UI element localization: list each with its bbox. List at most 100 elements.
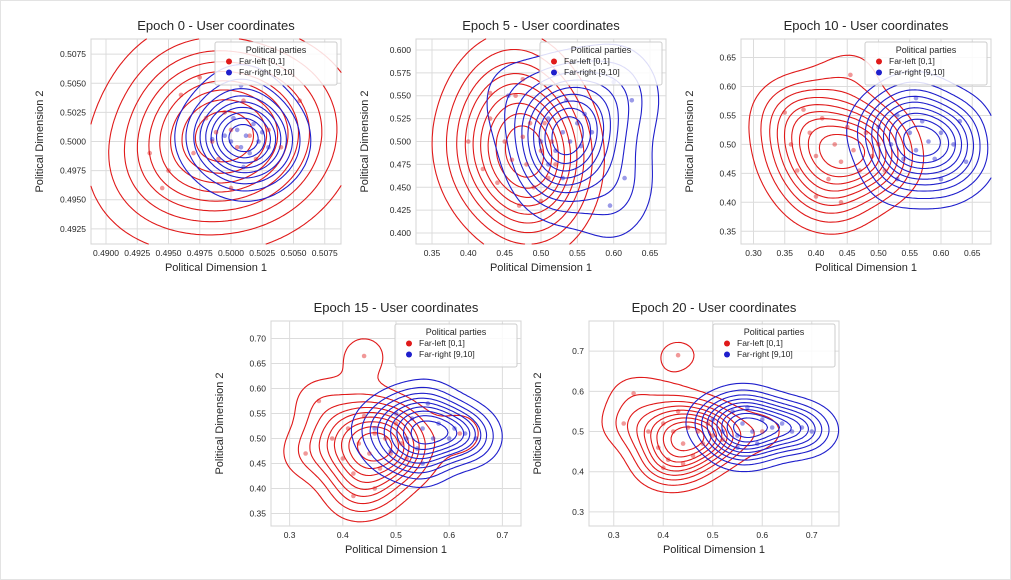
subplot-epoch-5: Epoch 5 - User coordinates Political Dime…	[354, 13, 684, 283]
plot-title: Epoch 10 - User coordinates	[784, 18, 949, 33]
plot-title: Epoch 20 - User coordinates	[632, 300, 797, 315]
svg-text:0.50: 0.50	[533, 248, 550, 258]
scatter-far-right	[506, 79, 635, 208]
legend-title: Political parties	[426, 327, 487, 337]
svg-text:0.7: 0.7	[806, 530, 818, 540]
legend-title: Political parties	[246, 45, 307, 55]
svg-text:0.40: 0.40	[719, 197, 736, 207]
legend-label-far-left: Far-left [0,1]	[737, 338, 783, 348]
tick-labels: 0.4900 0.4925 0.4950 0.4975 0.5000 0.5025 0.50…	[60, 49, 338, 258]
legend-label-far-left: Far-left [0,1]	[419, 338, 465, 348]
legend-marker-far-right	[406, 351, 412, 358]
svg-text:0.60: 0.60	[249, 384, 266, 394]
svg-text:0.6: 0.6	[443, 530, 455, 540]
kde-contours-far-left	[283, 338, 479, 523]
x-axis-label: Political Dimension 1	[815, 262, 917, 274]
legend-label-far-right: Far-right [9,10]	[239, 67, 295, 77]
y-axis-label: Political Dimension 2	[214, 372, 226, 474]
svg-text:0.45: 0.45	[839, 248, 856, 258]
subplot-epoch-10: Epoch 10 - User coordinates Political Dim…	[679, 13, 1009, 283]
svg-text:0.450: 0.450	[390, 182, 412, 192]
y-axis-label: Political Dimension 2	[532, 372, 544, 474]
svg-text:0.475: 0.475	[390, 159, 412, 169]
legend-marker-far-left	[226, 58, 232, 65]
svg-text:0.5075: 0.5075	[60, 49, 86, 59]
svg-text:0.55: 0.55	[249, 409, 266, 419]
legend-label-far-right: Far-right [9,10]	[564, 67, 620, 77]
kde-contours-far-left	[748, 54, 925, 235]
svg-text:0.55: 0.55	[719, 110, 736, 120]
svg-text:0.4: 0.4	[657, 530, 669, 540]
svg-text:0.3: 0.3	[284, 530, 296, 540]
svg-text:0.525: 0.525	[390, 114, 412, 124]
svg-text:0.3: 0.3	[572, 507, 584, 517]
x-axis-label: Political Dimension 1	[663, 544, 765, 556]
tick-labels: 0.3 0.4 0.5 0.6 0.7 0.3 0.4 0.5 0.6 0.7	[572, 346, 818, 540]
x-axis-label: Political Dimension 1	[490, 262, 592, 274]
scatter-far-left	[466, 77, 558, 208]
legend-label-far-left: Far-left [0,1]	[889, 56, 935, 66]
x-axis-label: Political Dimension 1	[345, 544, 447, 556]
legend-label-far-right: Far-right [9,10]	[737, 349, 793, 359]
scatter-far-right	[372, 401, 479, 466]
svg-text:0.5000: 0.5000	[60, 137, 86, 147]
svg-text:0.550: 0.550	[390, 91, 412, 101]
svg-text:0.4975: 0.4975	[187, 248, 213, 258]
legend-label-far-left: Far-left [0,1]	[239, 56, 285, 66]
svg-text:0.40: 0.40	[460, 248, 477, 258]
plot-title: Epoch 5 - User coordinates	[462, 18, 620, 33]
legend-marker-far-left	[876, 58, 882, 65]
plot-title: Epoch 15 - User coordinates	[314, 300, 479, 315]
svg-text:0.45: 0.45	[719, 168, 736, 178]
plot-title: Epoch 0 - User coordinates	[137, 18, 295, 33]
legend-title: Political parties	[571, 45, 632, 55]
svg-text:0.65: 0.65	[249, 359, 266, 369]
subplot-epoch-20: Epoch 20 - User coordinates Political Dim…	[527, 295, 857, 565]
legend-title: Political parties	[744, 327, 805, 337]
epoch-20-plot-canvas: Epoch 20 - User coordinates Political Dim…	[532, 300, 840, 556]
svg-text:0.5050: 0.5050	[60, 78, 86, 88]
tick-labels: 0.30 0.35 0.40 0.45 0.50 0.55 0.60 0.65 0.35 0.40…	[719, 53, 980, 258]
kde-contours-far-right	[350, 378, 503, 488]
svg-text:0.50: 0.50	[719, 139, 736, 149]
svg-text:0.60: 0.60	[719, 81, 736, 91]
legend-label-far-right: Far-right [9,10]	[889, 67, 945, 77]
svg-text:0.5: 0.5	[572, 427, 584, 437]
legend-title: Political parties	[896, 45, 957, 55]
tick-labels: 0.35 0.40 0.45 0.50 0.55 0.60 0.65 0.400 0.425 0.…	[390, 45, 659, 258]
scatter-far-left	[782, 72, 888, 205]
svg-text:0.60: 0.60	[933, 248, 950, 258]
legend-marker-far-left	[551, 58, 557, 65]
legend-marker-far-left	[724, 340, 730, 347]
legend-label-far-right: Far-right [9,10]	[419, 349, 475, 359]
svg-text:0.5025: 0.5025	[60, 107, 86, 117]
subplot-epoch-15: Epoch 15 - User coordinates Political Dim…	[209, 295, 539, 565]
svg-text:0.6: 0.6	[572, 386, 584, 396]
epoch-10-plot-canvas: Epoch 10 - User coordinates Political Dim…	[684, 18, 992, 274]
svg-text:0.45: 0.45	[249, 459, 266, 469]
scatter-far-left	[147, 75, 303, 191]
legend-marker-far-right	[876, 69, 882, 76]
svg-text:0.30: 0.30	[745, 248, 762, 258]
svg-text:0.70: 0.70	[249, 334, 266, 344]
svg-text:0.35: 0.35	[249, 509, 266, 519]
epoch-0-plot-canvas: Epoch 0 - User coordinates Political Dime…	[34, 18, 342, 274]
svg-text:0.425: 0.425	[390, 205, 412, 215]
svg-text:0.40: 0.40	[249, 484, 266, 494]
svg-text:0.65: 0.65	[642, 248, 659, 258]
svg-text:0.4900: 0.4900	[93, 248, 119, 258]
svg-text:0.3: 0.3	[608, 530, 620, 540]
svg-text:0.500: 0.500	[390, 137, 412, 147]
svg-text:0.5: 0.5	[390, 530, 402, 540]
y-axis-label: Political Dimension 2	[359, 90, 371, 192]
svg-text:0.600: 0.600	[390, 45, 412, 55]
svg-text:0.4950: 0.4950	[60, 195, 86, 205]
scatter-far-left	[303, 353, 463, 499]
svg-text:0.35: 0.35	[719, 226, 736, 236]
y-axis-label: Political Dimension 2	[684, 90, 696, 192]
